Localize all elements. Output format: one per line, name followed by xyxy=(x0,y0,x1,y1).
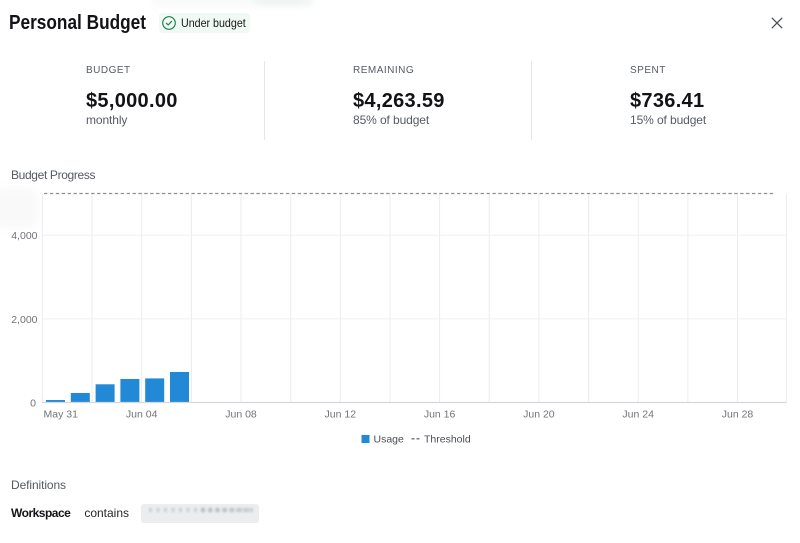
svg-text:Jun 28: Jun 28 xyxy=(722,409,754,421)
svg-text:4,000: 4,000 xyxy=(11,230,37,242)
svg-text:Jun 04: Jun 04 xyxy=(126,409,158,421)
svg-text:Jun 20: Jun 20 xyxy=(523,409,555,421)
svg-text:Jun 24: Jun 24 xyxy=(622,409,654,421)
svg-text:0: 0 xyxy=(30,397,36,409)
svg-text:Threshold: Threshold xyxy=(424,434,471,446)
svg-text:Jun 12: Jun 12 xyxy=(325,409,357,421)
svg-text:Jun 16: Jun 16 xyxy=(424,409,456,421)
svg-text:May 31: May 31 xyxy=(44,409,79,421)
svg-text:2,000: 2,000 xyxy=(11,314,37,326)
svg-text:Jun 08: Jun 08 xyxy=(225,409,257,421)
svg-text:Usage: Usage xyxy=(374,434,405,446)
